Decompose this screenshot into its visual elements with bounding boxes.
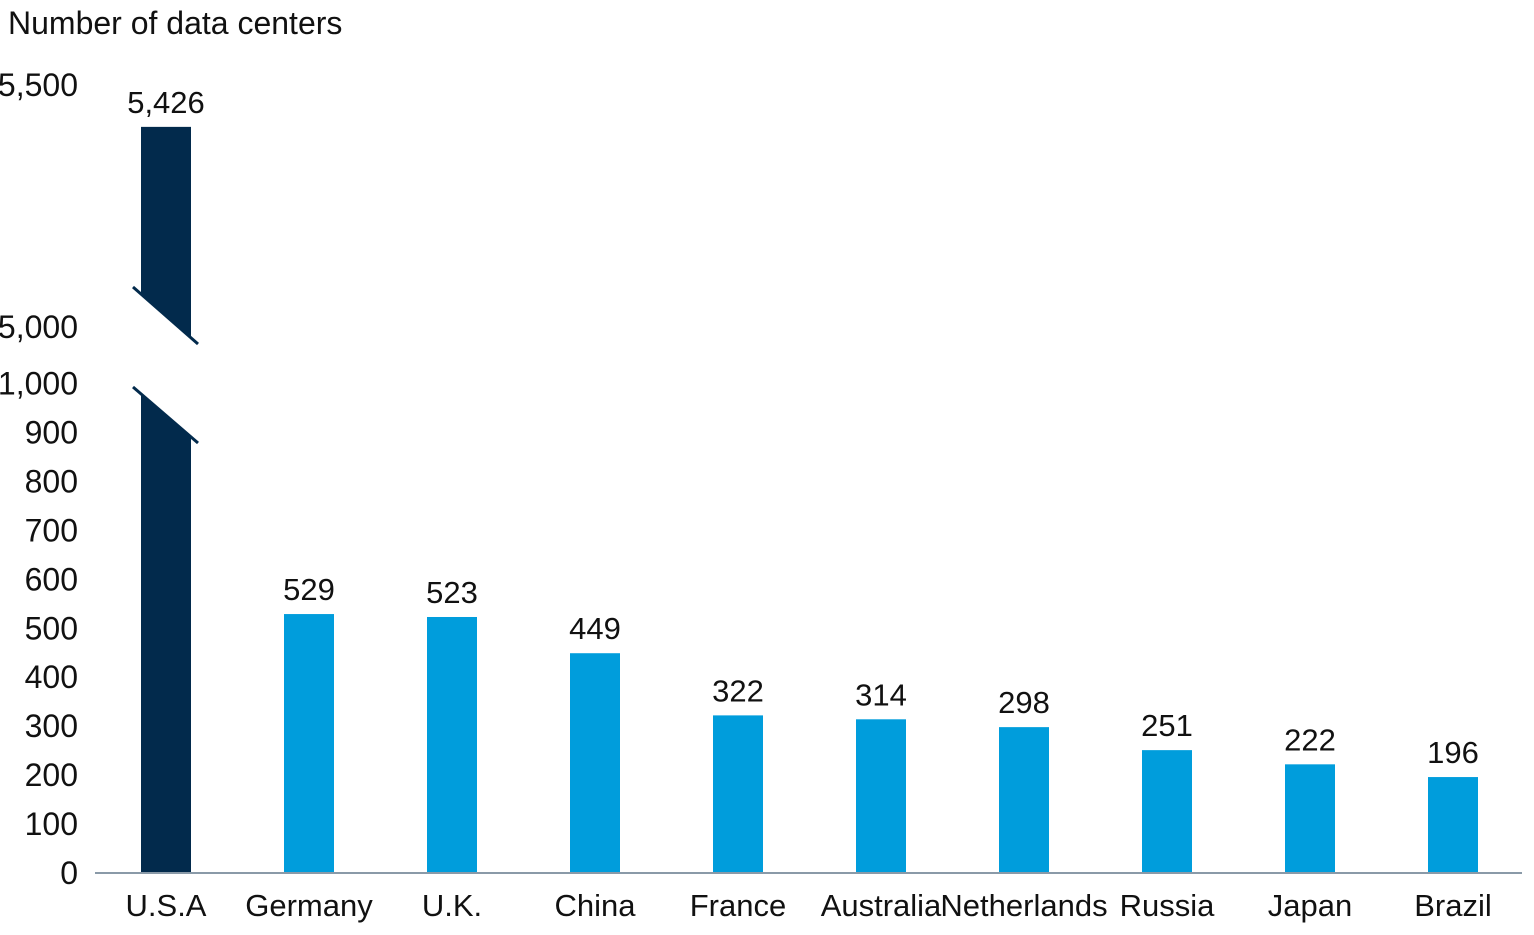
x-tick-label: Germany bbox=[245, 888, 373, 923]
x-tick-label: U.K. bbox=[422, 888, 482, 923]
bar bbox=[999, 727, 1049, 873]
bar bbox=[1428, 777, 1478, 873]
x-tick-label: Japan bbox=[1268, 888, 1352, 923]
axis-break-mark bbox=[132, 285, 199, 346]
bar bbox=[427, 616, 477, 873]
y-tick-label: 700 bbox=[25, 512, 78, 548]
y-tick-label: 500 bbox=[25, 610, 78, 646]
data-label: 298 bbox=[998, 685, 1050, 720]
data-label: 5,426 bbox=[127, 85, 205, 120]
x-tick-label: China bbox=[555, 888, 637, 923]
bar bbox=[570, 653, 620, 873]
y-tick-label: 800 bbox=[25, 463, 78, 499]
x-tick-label: Brazil bbox=[1414, 888, 1492, 923]
x-tick-label: U.S.A bbox=[126, 888, 207, 923]
bar bbox=[284, 614, 334, 873]
bar bbox=[1285, 764, 1335, 873]
data-label: 523 bbox=[426, 575, 478, 610]
data-label: 529 bbox=[283, 572, 335, 607]
x-tick-label: Russia bbox=[1120, 888, 1216, 923]
data-label: 196 bbox=[1427, 735, 1479, 770]
bar bbox=[713, 715, 763, 873]
data-label: 251 bbox=[1141, 708, 1193, 743]
y-tick-label: 5,000 bbox=[0, 309, 78, 345]
data-label: 314 bbox=[855, 677, 907, 712]
data-label: 449 bbox=[569, 611, 621, 646]
y-axis-title: Number of data centers bbox=[8, 5, 342, 41]
x-tick-label: Australia bbox=[821, 888, 942, 923]
bar bbox=[1142, 750, 1192, 873]
y-tick-label: 900 bbox=[25, 414, 78, 450]
bar bbox=[141, 126, 191, 337]
y-tick-label: 600 bbox=[25, 561, 78, 597]
x-tick-label: Netherlands bbox=[940, 888, 1107, 923]
y-tick-label: 400 bbox=[25, 659, 78, 695]
x-tick-label: France bbox=[690, 888, 786, 923]
y-tick-label: 100 bbox=[25, 806, 78, 842]
y-tick-label: 300 bbox=[25, 708, 78, 744]
bar bbox=[141, 394, 191, 873]
y-tick-label: 1,000 bbox=[0, 366, 78, 402]
bar bbox=[856, 719, 906, 873]
data-label: 322 bbox=[712, 673, 764, 708]
y-tick-label: 5,500 bbox=[0, 67, 78, 103]
y-tick-label: 200 bbox=[25, 757, 78, 793]
y-tick-label: 0 bbox=[60, 855, 78, 891]
axis-break-mark bbox=[132, 385, 199, 445]
data-label: 222 bbox=[1284, 722, 1336, 757]
